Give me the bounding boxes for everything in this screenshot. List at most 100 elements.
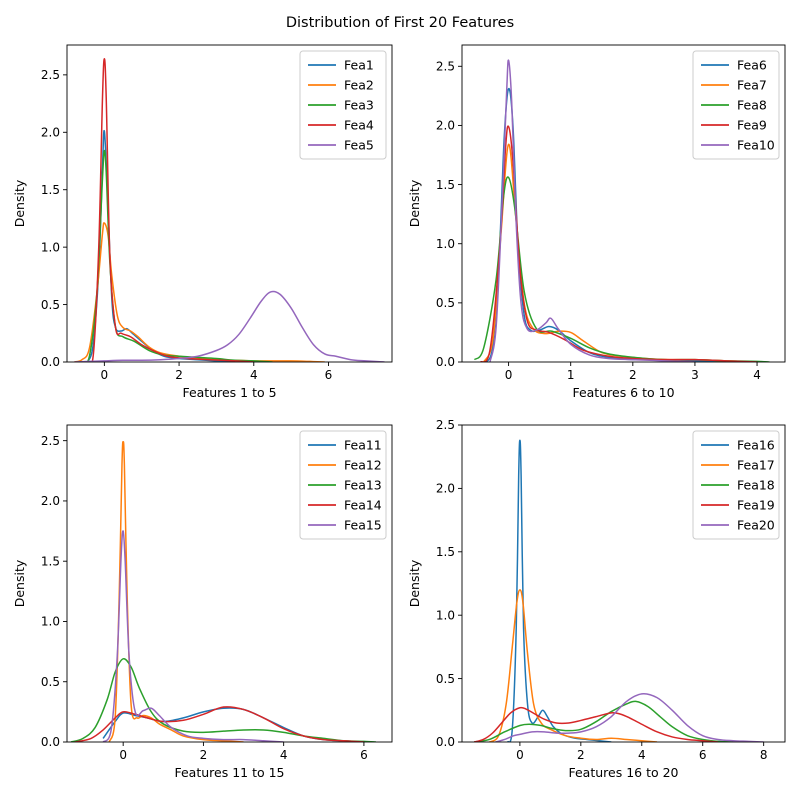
figure-title: Distribution of First 20 Features [286,15,514,31]
subplot-4: 0 2 4 6 8 0.0 0.5 1.0 1.5 2.0 2.5 Features 16 to 20… [407,418,786,780]
x-tick-label: 3 [691,368,699,382]
y-axis-label: Density [407,559,422,607]
x-tick-label: 4 [638,748,646,762]
y-axis-label: Density [12,559,27,607]
y-axis-label: Density [12,179,27,227]
axes-frame [461,44,786,363]
legend-box [692,430,780,540]
y-tick-label: 1.0 [436,237,455,251]
legend: Fea11 Fea12 Fea13 Fea14 Fea15 [299,430,387,540]
x-tick-label: 6 [360,748,368,762]
x-tick-label: 0 [119,748,127,762]
y-tick-label: 2.0 [41,125,60,139]
series-line-fea17 [488,589,658,742]
legend-label: Fea12 [344,458,382,473]
legend: Fea1 Fea2 Fea3 Fea4 Fea5 [299,50,387,160]
x-tick-label: 2 [629,368,637,382]
legend-label: Fea1 [344,58,374,73]
series-line-fea12 [108,441,244,742]
axes-frame [66,424,393,743]
subplot-3: 0 2 4 6 0.0 0.5 1.0 1.5 2.0 2.5 Features 11 to 15 D… [12,424,393,780]
y-tick-label: 0.5 [41,675,60,689]
series-line-fea5 [74,290,385,362]
x-tick-label: 4 [250,368,258,382]
series-line-fea13 [70,658,376,742]
subplot-2: 0 1 2 3 4 0.0 0.5 1.0 1.5 2.0 2.5 Features 6 to 10 D… [407,44,786,400]
y-tick-label: 2.5 [41,68,60,82]
x-tick-label: 0 [101,368,109,382]
series-line-fea20 [495,692,764,742]
y-tick-label: 0.5 [41,298,60,312]
y-tick-label: 0.5 [436,672,455,686]
series-lines [473,59,770,362]
series-lines [473,439,764,742]
y-tick-label: 2.5 [41,434,60,448]
axes-frame [461,424,786,743]
series-line-fea14 [74,706,364,742]
y-tick-label: 1.5 [436,545,455,559]
series-line-fea3 [81,149,273,362]
legend-box [299,50,387,160]
legend: Fea6 Fea7 Fea8 Fea9 Fea10 [692,50,780,160]
legend-label: Fea17 [737,458,775,473]
y-tick-label: 1.5 [41,554,60,568]
series-line-fea10 [489,59,695,362]
legend-label: Fea18 [737,478,775,493]
series-line-fea15 [102,530,284,742]
y-tick-label: 2.5 [436,59,455,73]
axes-frame [66,44,393,363]
y-axis-label: Density [407,179,422,227]
legend-box [299,430,387,540]
legend-label: Fea10 [737,138,775,153]
y-tick-label: 2.0 [436,119,455,133]
legend-label: Fea15 [344,518,382,533]
legend-label: Fea7 [737,78,767,93]
legend-box [692,50,780,160]
legend-label: Fea3 [344,98,374,113]
x-axis-label: Features 16 to 20 [568,765,678,780]
subplot-grid: 0 2 4 6 0.0 0.5 1.0 1.5 2.0 2.5 Features 1 to 5 Den… [12,44,786,780]
x-tick-label: 2 [577,748,585,762]
x-axis-label: Features 11 to 15 [174,765,284,780]
legend-label: Fea8 [737,98,767,113]
y-tick-label: 0.5 [436,296,455,310]
x-tick-label: 4 [753,368,761,382]
legend-label: Fea16 [737,438,775,453]
y-tick-label: 1.0 [41,240,60,254]
x-tick-label: 4 [280,748,288,762]
legend-label: Fea6 [737,58,767,73]
legend-label: Fea2 [344,78,374,93]
x-tick-label: 6 [699,748,707,762]
legend: Fea16 Fea17 Fea18 Fea19 Fea20 [692,430,780,540]
x-tick-label: 1 [567,368,575,382]
legend-label: Fea19 [737,498,775,513]
y-tick-label: 1.5 [41,183,60,197]
x-tick-label: 0 [505,368,513,382]
y-tick-label: 2.0 [41,494,60,508]
x-tick-label: 2 [200,748,208,762]
subplot-1: 0 2 4 6 0.0 0.5 1.0 1.5 2.0 2.5 Features 1 to 5 Den… [12,44,393,400]
series-lines [70,441,376,742]
legend-label: Fea13 [344,478,382,493]
y-tick-label: 0.0 [41,355,60,369]
x-axis-label: Features 6 to 10 [572,385,674,400]
y-tick-label: 2.0 [436,482,455,496]
x-tick-label: 0 [516,748,524,762]
series-line-fea19 [473,706,719,742]
legend-label: Fea14 [344,498,382,513]
y-tick-label: 1.5 [436,178,455,192]
y-tick-label: 1.0 [41,615,60,629]
y-tick-label: 0.0 [436,735,455,749]
x-axis-label: Features 1 to 5 [182,385,276,400]
x-tick-label: 6 [325,368,333,382]
y-tick-label: 2.5 [436,418,455,432]
legend-label: Fea4 [344,118,374,133]
y-tick-label: 0.0 [41,735,60,749]
legend-label: Fea20 [737,518,775,533]
y-tick-label: 1.0 [436,608,455,622]
series-lines [74,58,385,362]
y-tick-label: 0.0 [436,355,455,369]
x-tick-label: 2 [175,368,183,382]
